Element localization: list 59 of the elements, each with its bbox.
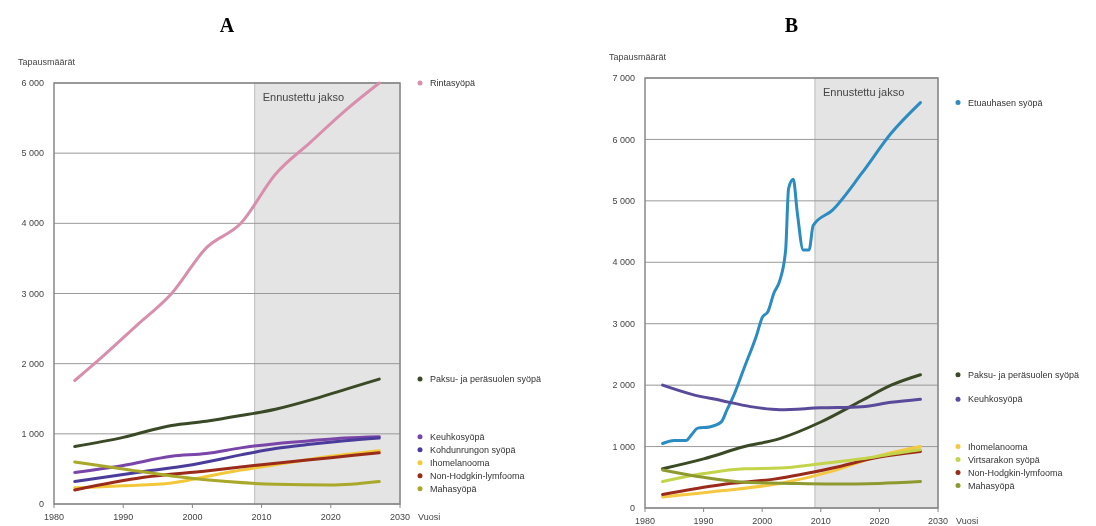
text: Paksu- ja peräsuolen syöpä xyxy=(968,369,1080,380)
band-label: Ennustettu jakso xyxy=(262,91,345,103)
y-tick-label: 7 000 xyxy=(612,73,635,84)
y-tick-label: 4 000 xyxy=(612,257,635,268)
line-series xyxy=(661,468,922,486)
text: Non-Hodgkin-lymfooma xyxy=(430,470,525,481)
line-series xyxy=(661,101,922,445)
x-tick-label: 2010 xyxy=(810,516,831,526)
y-tick-label: 3 000 xyxy=(612,318,635,329)
y-tick-label: 4 000 xyxy=(21,218,44,229)
x-tick-label: 2000 xyxy=(752,516,773,526)
line-series xyxy=(73,436,381,484)
x-tick-label: 1990 xyxy=(113,512,134,522)
band-label: Ennustettu jakso xyxy=(822,86,905,98)
x-axis-title: Vuosi xyxy=(418,512,441,522)
text: Virtsarakon syöpä xyxy=(968,454,1040,465)
x-tick-label: 1980 xyxy=(634,516,656,526)
y-tick-label: 5 000 xyxy=(21,148,44,159)
x-tick-label: 2010 xyxy=(251,512,272,522)
text: Non-Hodgkin-lymfooma xyxy=(968,467,1063,478)
text: Etuauhasen syöpä xyxy=(968,97,1043,108)
line-series xyxy=(661,448,922,484)
text: Keuhkosyöpä xyxy=(968,394,1023,405)
line-series xyxy=(661,373,922,471)
line-series xyxy=(661,383,922,412)
text: Kohdunrungon syöpä xyxy=(430,444,516,455)
text: Mahasyöpä xyxy=(430,483,477,494)
y-tick-label: 5 000 xyxy=(612,196,635,207)
y-tick-label: 1 000 xyxy=(612,441,635,452)
y-tick-label: 0 xyxy=(38,499,44,510)
line-series xyxy=(73,377,381,448)
chart-title: A xyxy=(219,14,235,36)
y-tick-label: 6 000 xyxy=(612,134,635,145)
text: Ihomelanooma xyxy=(430,457,490,468)
text: Keuhkosyöpä xyxy=(430,431,485,442)
text: Paksu- ja peräsuolen syöpä xyxy=(430,374,542,385)
y-tick-label: 2 000 xyxy=(21,358,44,369)
x-tick-label: 2000 xyxy=(182,512,203,522)
y-tick-label: 6 000 xyxy=(21,78,44,89)
y-tick-label: 0 xyxy=(629,503,635,514)
line-series xyxy=(73,435,381,474)
line-series xyxy=(73,460,381,487)
x-tick-label: 1990 xyxy=(693,516,714,526)
y-tick-label: 3 000 xyxy=(21,288,44,299)
text: Mahasyöpä xyxy=(968,480,1015,491)
y-tick-label: 2 000 xyxy=(612,380,635,391)
y-axis-title: Tapausmäärät xyxy=(18,57,76,67)
x-tick-label: 2030 xyxy=(927,516,949,526)
x-tick-label: 2020 xyxy=(320,512,341,522)
x-tick-label: 2030 xyxy=(389,512,411,522)
text: Ihomelanooma xyxy=(968,441,1028,452)
x-tick-label: 1980 xyxy=(43,512,65,522)
text: Rintasyöpä xyxy=(430,78,476,89)
chart-title: B xyxy=(784,14,799,36)
x-axis-title: Vuosi xyxy=(956,516,979,526)
y-tick-label: 1 000 xyxy=(21,428,44,439)
x-tick-label: 2020 xyxy=(869,516,890,526)
line-series xyxy=(73,81,381,383)
y-axis-title: Tapausmäärät xyxy=(609,52,667,62)
